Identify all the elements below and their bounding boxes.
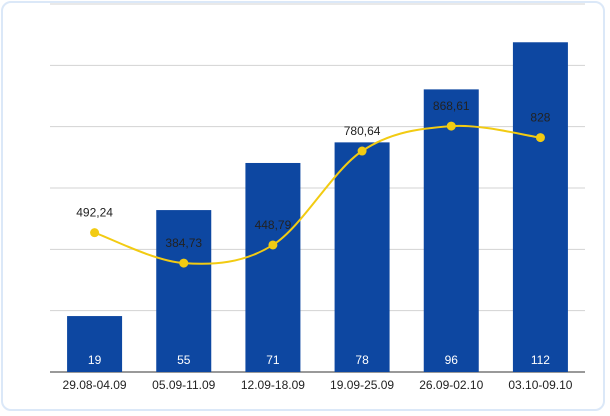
x-tick-label: 26.09-02.10 [419, 378, 483, 392]
bar-value-label: 55 [177, 353, 191, 367]
line-value-label: 868,61 [433, 99, 470, 113]
line-value-label: 828 [530, 111, 550, 125]
line-point [90, 228, 100, 238]
bar [423, 89, 479, 372]
line-value-label: 780,64 [344, 124, 381, 138]
line-point [535, 133, 545, 143]
bar-series [67, 42, 568, 372]
line-value-label: 448,79 [255, 218, 292, 232]
bar [245, 162, 301, 372]
line-value-labels: 492,24 384,73 448,79 780,64 868,61 828 [76, 99, 551, 250]
bar-value-label: 112 [531, 353, 550, 367]
bar-value-label: 19 [88, 353, 102, 367]
x-tick-label: 03.10-09.10 [508, 378, 572, 392]
line-point [446, 121, 456, 131]
gridlines [50, 3, 585, 373]
bar [512, 42, 568, 372]
bar-value-label: 71 [266, 353, 280, 367]
x-tick-label: 29.08-04.09 [63, 378, 127, 392]
series-line [94, 124, 541, 265]
line-point [179, 258, 189, 268]
bar [334, 142, 390, 372]
bar-value-label: 78 [355, 353, 369, 367]
x-tick-label: 19.09-25.09 [330, 378, 394, 392]
line-point [268, 240, 278, 250]
bar [156, 210, 212, 372]
line-point [357, 146, 367, 156]
line-series [90, 121, 545, 268]
x-axis-tick-labels: 29.08-04.09 05.09-11.09 12.09-18.09 19.09-2… [63, 378, 573, 392]
x-tick-label: 12.09-18.09 [241, 378, 305, 392]
line-value-label: 384,73 [165, 236, 202, 250]
x-tick-label: 05.09-11.09 [152, 378, 215, 392]
line-value-label: 492,24 [76, 206, 113, 220]
bar-value-labels: 19 55 71 78 96 112 [88, 353, 550, 367]
bar-value-label: 96 [445, 353, 459, 367]
bar [67, 316, 123, 372]
